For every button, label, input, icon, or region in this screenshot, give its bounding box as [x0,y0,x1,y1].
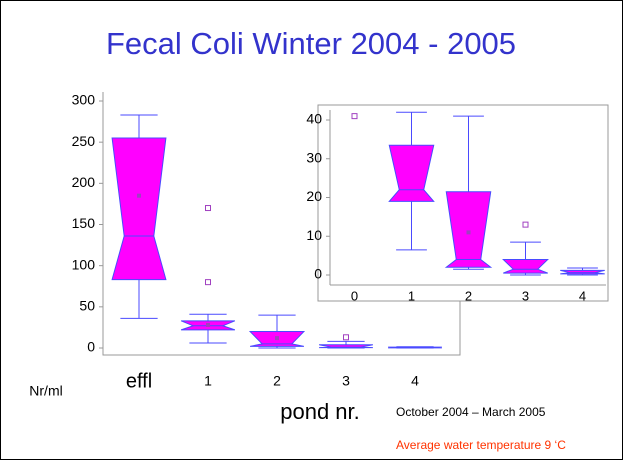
y-tick-label: 100 [72,256,96,272]
y-tick-label: 50 [79,298,95,314]
x-tick-label: 3 [342,373,350,389]
x-tick-label: 1 [408,288,415,303]
mean [466,230,471,235]
x-axis-label: pond nr. [280,399,360,424]
chart-title: Fecal Coli Winter 2004 - 2005 [106,26,516,61]
mean [275,336,279,341]
box [502,259,549,274]
box [388,144,435,202]
mean [206,322,210,327]
x-tick-label: effl [126,370,152,392]
box [444,191,493,268]
x-tick-label: 4 [579,288,586,303]
outlier [522,221,529,228]
note: October 2004 – March 2005 [396,405,546,419]
x-tick-label: 2 [273,373,281,389]
outlier [351,113,358,120]
outlier [205,279,211,286]
outlier [205,205,211,212]
y-tick-label: 0 [314,266,322,282]
x-tick-label: 0 [351,288,358,303]
box [560,269,605,275]
y-tick-label: 0 [87,339,95,355]
note: Average water temperature 9 ‘C [396,438,566,452]
inset-chart: 0 10 20 30 40 0 1 2 3 4 [306,104,609,303]
mean [137,193,141,198]
y-axis-label: Nr/ml [29,383,62,399]
x-tick-label: 3 [522,288,529,303]
y-tick-label: 150 [72,215,96,231]
main-frame [102,92,461,356]
y-tick-label: 250 [72,133,96,149]
x-tick-label: 1 [204,373,212,389]
x-tick-label: 2 [465,288,472,303]
y-tick-label: 300 [72,92,96,108]
x-tick-label: 4 [411,373,419,389]
outlier [343,334,349,341]
y-tick-label: 30 [306,149,322,165]
y-tick-label: 40 [306,111,322,127]
y-tick-label: 200 [72,174,96,190]
y-tick-label: 20 [306,188,322,204]
y-tick-label: 10 [306,227,322,243]
